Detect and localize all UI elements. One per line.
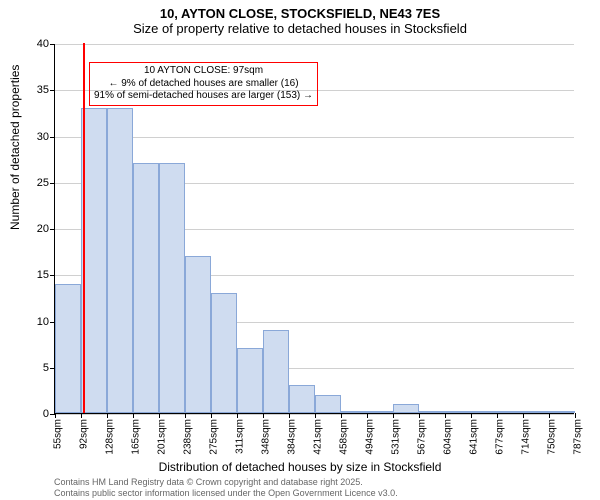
ytick-label: 5 [43,362,49,374]
annotation-line1: 10 AYTON CLOSE: 97sqm [94,65,313,78]
histogram-bar [393,404,419,413]
ytick-label: 25 [37,177,49,189]
ytick-label: 10 [37,316,49,328]
ytick-mark [50,137,55,138]
x-axis-label: Distribution of detached houses by size … [0,460,600,474]
ytick-mark [50,183,55,184]
histogram-bar [341,411,367,413]
xtick-label: 750sqm [547,419,558,455]
xtick-mark [393,413,394,418]
xtick-label: 714sqm [521,419,532,455]
xtick-mark [497,413,498,418]
xtick-label: 55sqm [53,419,64,449]
xtick-label: 165sqm [131,419,142,455]
xtick-mark [445,413,446,418]
annotation-line3: 91% of semi-detached houses are larger (… [94,90,313,103]
ytick-mark [50,229,55,230]
xtick-mark [367,413,368,418]
footer-attribution: Contains HM Land Registry data © Crown c… [54,477,398,498]
histogram-bar [211,293,237,413]
histogram-bar [263,330,289,413]
xtick-mark [263,413,264,418]
xtick-mark [237,413,238,418]
histogram-bar [237,348,263,413]
histogram-bar [367,411,393,413]
xtick-label: 92sqm [79,419,90,449]
xtick-mark [549,413,550,418]
xtick-label: 128sqm [105,419,116,455]
ytick-label: 40 [37,38,49,50]
xtick-mark [341,413,342,418]
xtick-label: 604sqm [443,419,454,455]
xtick-label: 201sqm [157,419,168,455]
xtick-mark [133,413,134,418]
histogram-bar [107,108,133,413]
xtick-label: 421sqm [313,419,324,455]
histogram-bar [315,395,341,414]
xtick-mark [211,413,212,418]
xtick-label: 677sqm [495,419,506,455]
histogram-bar [445,411,471,413]
xtick-mark [575,413,576,418]
chart-title-line2: Size of property relative to detached ho… [0,21,600,40]
xtick-mark [471,413,472,418]
histogram-bar [185,256,211,413]
xtick-label: 311sqm [235,419,246,454]
xtick-label: 275sqm [209,419,220,455]
xtick-label: 641sqm [469,419,480,455]
histogram-bar [159,163,185,413]
xtick-mark [185,413,186,418]
footer-line1: Contains HM Land Registry data © Crown c… [54,477,398,487]
xtick-label: 787sqm [573,419,584,455]
ytick-label: 15 [37,269,49,281]
xtick-mark [159,413,160,418]
histogram-bar [133,163,159,413]
histogram-bar [523,411,549,413]
plot-area: 051015202530354055sqm92sqm128sqm165sqm20… [54,44,574,414]
xtick-label: 348sqm [261,419,272,455]
y-axis-label: Number of detached properties [8,65,22,230]
ytick-label: 30 [37,131,49,143]
ytick-mark [50,44,55,45]
xtick-mark [55,413,56,418]
histogram-bar [289,385,315,413]
ytick-label: 0 [43,408,49,420]
xtick-label: 567sqm [417,419,428,455]
histogram-bar [497,411,523,413]
ytick-label: 35 [37,84,49,96]
xtick-mark [523,413,524,418]
xtick-label: 531sqm [391,419,402,455]
annotation-line2: ← 9% of detached houses are smaller (16) [94,78,313,91]
footer-line2: Contains public sector information licen… [54,488,398,498]
histogram-bar [471,411,497,413]
xtick-label: 238sqm [183,419,194,455]
histogram-bar [55,284,81,414]
xtick-mark [289,413,290,418]
gridline [55,44,574,45]
ytick-mark [50,90,55,91]
xtick-mark [419,413,420,418]
chart-title-line1: 10, AYTON CLOSE, STOCKSFIELD, NE43 7ES [0,0,600,21]
ytick-label: 20 [37,223,49,235]
xtick-label: 458sqm [339,419,350,455]
property-marker-line [83,43,85,413]
histogram-bar [549,411,575,413]
ytick-mark [50,275,55,276]
xtick-label: 384sqm [287,419,298,455]
xtick-mark [315,413,316,418]
xtick-mark [107,413,108,418]
xtick-mark [81,413,82,418]
xtick-label: 494sqm [365,419,376,455]
annotation-box: 10 AYTON CLOSE: 97sqm← 9% of detached ho… [89,62,318,106]
histogram-bar [419,411,445,413]
